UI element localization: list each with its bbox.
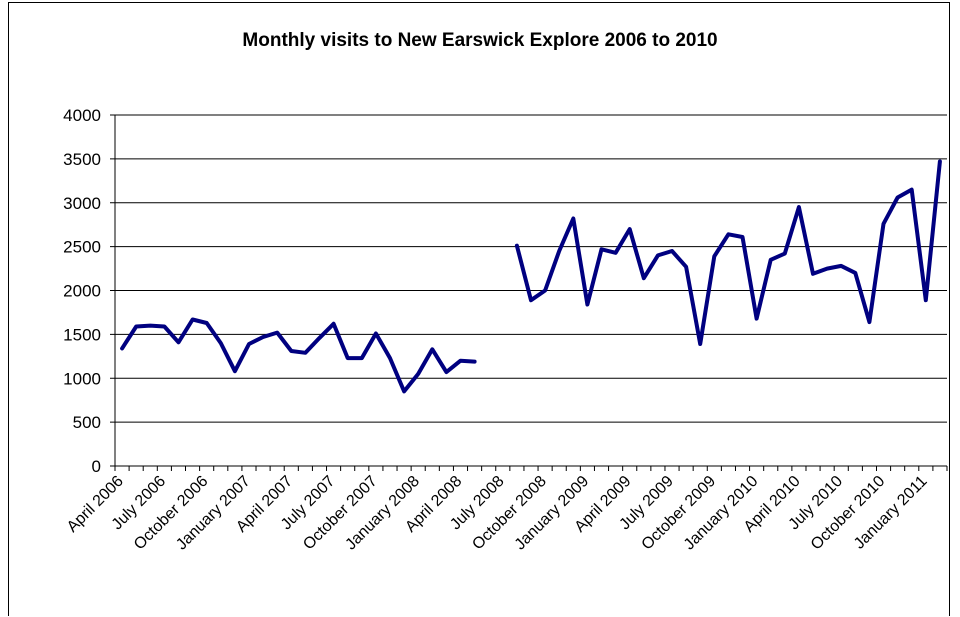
- chart-frame: [8, 2, 950, 616]
- series-line: [514, 159, 942, 346]
- x-tick-label: October 2009: [639, 473, 720, 554]
- y-tick-label: 1500: [63, 325, 101, 344]
- x-tick-label: January 2010: [681, 473, 762, 554]
- x-tick-label: January 2011: [851, 473, 931, 553]
- x-tick-label: January 2008: [342, 473, 423, 554]
- series-line: [120, 317, 477, 394]
- x-tick-label: October 2008: [469, 473, 550, 554]
- x-tick-label: October 2007: [300, 473, 381, 554]
- y-tick-label: 2000: [63, 282, 101, 301]
- chart-title: Monthly visits to New Earswick Explore 2…: [242, 30, 718, 51]
- y-tick-label: 1000: [63, 369, 101, 388]
- y-axis-ticks: 0 500 1000 1500 2000 2500 3000 3500 4000: [63, 106, 115, 476]
- y-tick-label: 2500: [63, 238, 101, 257]
- x-tick-label: January 2007: [173, 473, 254, 554]
- series-group: [120, 159, 942, 394]
- y-tick-label: 4000: [63, 106, 101, 125]
- y-tick-label: 0: [92, 457, 101, 476]
- x-tick-label: October 2006: [131, 473, 212, 554]
- y-tick-label: 500: [73, 413, 101, 432]
- x-tick-label: October 2010: [808, 473, 889, 554]
- x-tick-label: January 2009: [512, 473, 593, 554]
- y-tick-label: 3500: [63, 150, 101, 169]
- y-tick-label: 3000: [63, 194, 101, 213]
- gridlines: [115, 114, 947, 423]
